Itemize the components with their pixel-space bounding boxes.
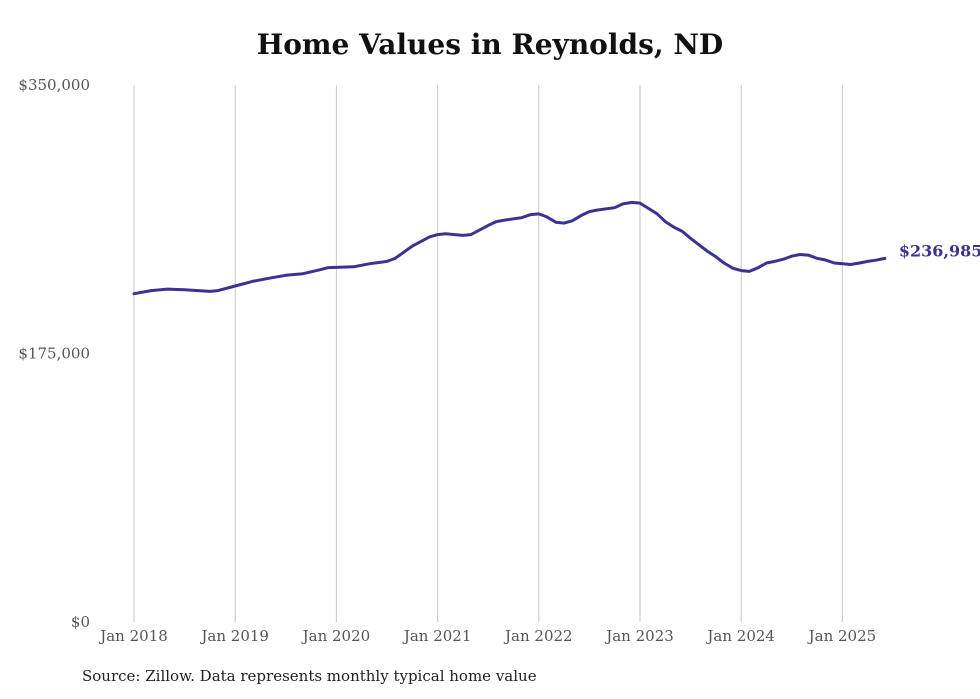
x-tick-label: Jan 2024 (705, 627, 775, 645)
chart-title: Home Values in Reynolds, ND (256, 28, 724, 61)
y-tick-label: $0 (71, 613, 90, 631)
x-tick-label: Jan 2023 (604, 627, 674, 645)
y-tick-label: $175,000 (18, 345, 90, 363)
y-axis: $0 $175,000 $350,000 (18, 76, 90, 631)
x-tick-label: Jan 2021 (402, 627, 472, 645)
chart-area: $0 $175,000 $350,000 Jan 2018 Jan 2019 Jan 2… (18, 76, 980, 645)
x-tick-label: Jan 2020 (301, 627, 371, 645)
x-tick-label: Jan 2022 (503, 627, 573, 645)
x-axis: Jan 2018 Jan 2019 Jan 2020 Jan 2021 Jan 2022… (98, 627, 876, 645)
x-tick-label: Jan 2019 (199, 627, 269, 645)
source-note: Source: Zillow. Data represents monthly … (82, 667, 537, 685)
x-tick-label: Jan 2025 (807, 627, 877, 645)
line-chart: $0$175,000$350,000 Jan 2018 Jan 2019 Jan 2… (18, 76, 980, 645)
end-value-label: $236,985 (899, 241, 980, 260)
x-tick-label: Jan 2018 (98, 627, 168, 645)
y-tick-label: $350,000 (18, 76, 90, 94)
series-line (132, 200, 887, 296)
series (132, 200, 887, 296)
grid-lines (133, 85, 843, 622)
